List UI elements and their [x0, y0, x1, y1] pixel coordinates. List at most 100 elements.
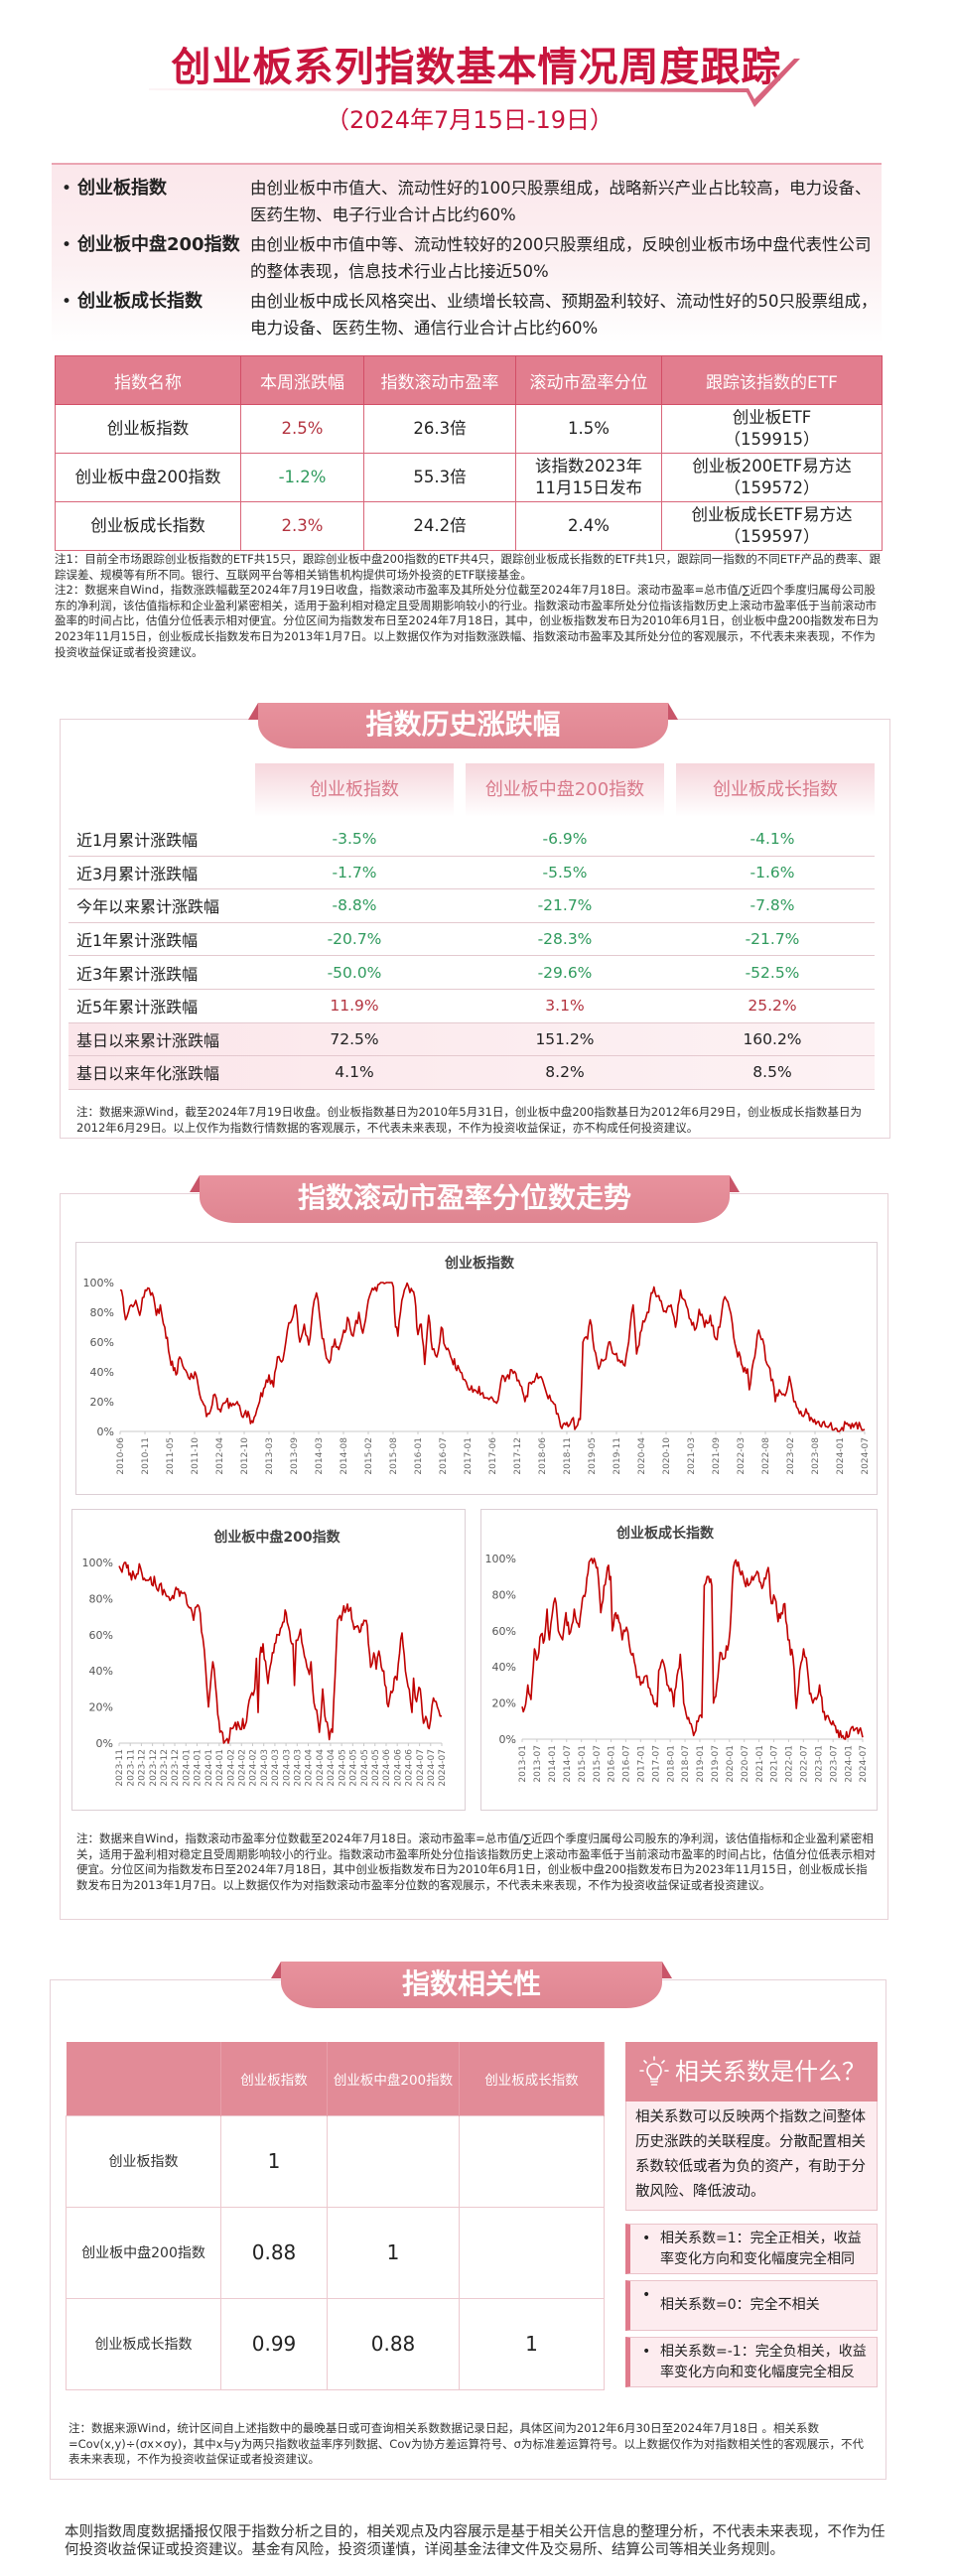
info-bullet: • 相关系数=0：完全不相关: [625, 2280, 878, 2331]
y-tick-label: 20%: [89, 1701, 113, 1714]
x-tick-label: 2024-05: [349, 1749, 359, 1787]
correlation-value: [327, 2114, 460, 2208]
x-tick-label: 2013-01: [518, 1745, 528, 1783]
x-tick-label: 2023-11: [115, 1749, 125, 1787]
x-tick-label: 2023-12: [138, 1749, 148, 1787]
column-header: 滚动市盈率分位: [515, 355, 662, 405]
row-label: 近5年累计涨跌幅: [76, 998, 199, 1017]
info-bullet-text: 相关系数=-1：完全负相关，收益率变化方向和变化幅度完全相反: [660, 2343, 867, 2380]
x-tick-label: 2016-01: [608, 1745, 617, 1783]
series-line: [521, 1558, 864, 1740]
x-tick-label: 2023-07: [829, 1745, 839, 1783]
value-cell: 4.1%: [335, 1063, 374, 1082]
row-label: 基日以来累计涨跌幅: [76, 1030, 220, 1050]
table-row: 近1年累计涨跌幅 -20.7% -28.3% -21.7%: [68, 923, 875, 957]
index-name-cell: 创业板中盘200指数: [55, 453, 241, 502]
x-tick-label: 2024-01: [215, 1749, 225, 1787]
x-tick-label: 2023-02: [786, 1437, 796, 1475]
y-tick-label: 40%: [492, 1661, 516, 1674]
y-tick-label: 60%: [89, 1629, 113, 1642]
intro-label: 创业板指数: [77, 178, 167, 199]
intro-label: 创业板成长指数: [77, 291, 203, 312]
chart-title: 创业板成长指数: [616, 1526, 714, 1542]
disclaimer-footer: 本则指数周度数据播报仅限于指数分析之目的，相关观点及内容展示是基于相关公开信息的…: [65, 2524, 885, 2558]
value-cell: -5.5%: [542, 863, 588, 881]
table-row: 近3月累计涨跌幅 -1.7% -5.5% -1.6%: [68, 857, 875, 890]
pe-trend-note: 注：数据来自Wind，指数滚动市盈率分位数截至2024年7月18日。滚动市盈率=…: [76, 1831, 876, 1892]
x-tick-label: 2016-07: [439, 1437, 449, 1475]
x-tick-label: 2024-02: [238, 1749, 248, 1787]
chart-card-chinext: 0% 20% 40% 60% 80% 100% 2010-06 2010-11 2011-05 2…: [75, 1242, 878, 1495]
value-cell: -52.5%: [745, 963, 800, 982]
page-title: 创业板系列指数基本情况周度跟踪: [171, 45, 782, 90]
x-tick-label: 2024-01: [194, 1749, 204, 1787]
value-cell: -21.7%: [745, 930, 800, 949]
table-row: 创业板中盘200指数 0.88 1: [66, 2206, 605, 2299]
line-chart: 0% 20% 40% 60% 80% 100% 2013-01 2013-07 2014-01 2…: [485, 1553, 870, 1783]
x-tick-label: 2012-04: [215, 1437, 225, 1475]
x-tick-label: 2014-08: [340, 1437, 349, 1475]
correlation-value: 1: [220, 2114, 328, 2208]
table-row: 近3年累计涨跌幅 -50.0% -29.6% -52.5%: [68, 956, 875, 990]
row-label: 创业板成长指数: [66, 2297, 221, 2390]
info-box-header: 相关系数是什么？: [625, 2042, 878, 2101]
x-tick-label: 2012-10: [240, 1437, 250, 1475]
x-tick-label: 2021-01: [755, 1745, 765, 1783]
x-tick-label: 2024-01: [182, 1749, 192, 1787]
x-tick-label: 2024-03: [260, 1749, 270, 1787]
pe-ttm-cell: 24.2倍: [363, 501, 516, 551]
line-chart: 0% 20% 40% 60% 80% 100% 2010-06 2010-11 2011-05 2…: [83, 1277, 872, 1475]
line-chart: 0%20%40%60%80%100%2023-11 2023-11 2023-12 2…: [82, 1557, 449, 1787]
x-tick-label: 2017-07: [651, 1745, 661, 1783]
x-tick-label: 2022-08: [761, 1437, 771, 1475]
x-tick-label: 2016-07: [622, 1745, 632, 1783]
x-tick-label: 2015-07: [593, 1745, 603, 1783]
x-tick-label: 2019-11: [613, 1437, 622, 1475]
bullet-icon: •: [642, 2231, 651, 2246]
value-cell: -8.8%: [332, 896, 377, 915]
intro-label: 创业板中盘200指数: [77, 234, 240, 255]
pe-percentile-cell: 2.4%: [515, 501, 662, 551]
x-tick-label: 2015-08: [389, 1437, 399, 1475]
table-row: 创业板成长指数 2.3% 24.2倍 2.4% 创业板成长ETF易方达 （159…: [55, 501, 883, 551]
x-tick-label: 2023-12: [149, 1749, 159, 1787]
value-cell: -7.8%: [749, 896, 795, 915]
value-cell: -28.3%: [537, 930, 593, 949]
chart-title: 创业板指数: [445, 1256, 514, 1272]
info-bullet-text: 相关系数=1：完全正相关，收益率变化方向和变化幅度完全相同: [660, 2230, 862, 2267]
y-tick-label: 60%: [492, 1625, 516, 1638]
value-cell: -4.1%: [749, 830, 795, 849]
bullet-icon: •: [62, 179, 72, 199]
summary-notes: 注1：目前全市场跟踪创业板指数的ETF共15只，跟踪创业板中盘200指数的ETF…: [55, 552, 882, 660]
etf-cell: 创业板成长ETF易方达 （159597）: [661, 501, 883, 551]
x-tick-label: 2022-07: [800, 1745, 810, 1783]
y-tick-label: 100%: [83, 1277, 114, 1289]
info-bullet: • 相关系数=1：完全正相关，收益率变化方向和变化幅度完全相同: [625, 2224, 878, 2274]
x-tick-label: 2015-02: [364, 1437, 374, 1475]
correlation-value: 0.88: [220, 2206, 328, 2299]
value-cell: -20.7%: [327, 930, 382, 949]
value-cell: 72.5%: [330, 1029, 379, 1048]
x-tick-label: 2024-07: [859, 1745, 869, 1783]
x-tick-label: 2014-03: [315, 1437, 325, 1475]
table-row: 基日以来年化涨跌幅 4.1% 8.2% 8.5%: [68, 1056, 875, 1090]
row-label: 基日以来年化涨跌幅: [76, 1064, 220, 1084]
x-tick-label: 2023-08: [811, 1437, 821, 1475]
x-tick-label: 2024-06: [382, 1749, 392, 1787]
value-cell: -1.6%: [749, 863, 795, 881]
intro-description: 由创业板中市值大、流动性好的100只股票组成，战略新兴产业占比较高，电力设备、医…: [250, 179, 872, 224]
x-tick-label: 2022-03: [737, 1437, 747, 1475]
x-tick-label: 2013-09: [290, 1437, 300, 1475]
x-tick-label: 2024-07: [427, 1749, 437, 1787]
value-cell: -50.0%: [327, 963, 382, 982]
x-tick-label: 2020-04: [637, 1437, 647, 1475]
history-returns-section: 指数历史涨跌幅 创业板指数 创业板中盘200指数 创业板成长指数 近1月累计涨跌…: [60, 703, 890, 1139]
x-tick-label: 2024-01: [844, 1745, 854, 1783]
etf-cell: 创业板ETF （159915）: [661, 404, 883, 454]
x-tick-label: 2011-05: [166, 1437, 176, 1475]
value-cell: -1.7%: [332, 863, 377, 881]
table-row: 创业板指数 2.5% 26.3倍 1.5% 创业板ETF （159915）: [55, 404, 883, 454]
x-tick-label: 2024-05: [360, 1749, 370, 1787]
table-row: 近5年累计涨跌幅 11.9% 3.1% 25.2%: [68, 990, 875, 1023]
x-tick-label: 2023-12: [171, 1749, 181, 1787]
